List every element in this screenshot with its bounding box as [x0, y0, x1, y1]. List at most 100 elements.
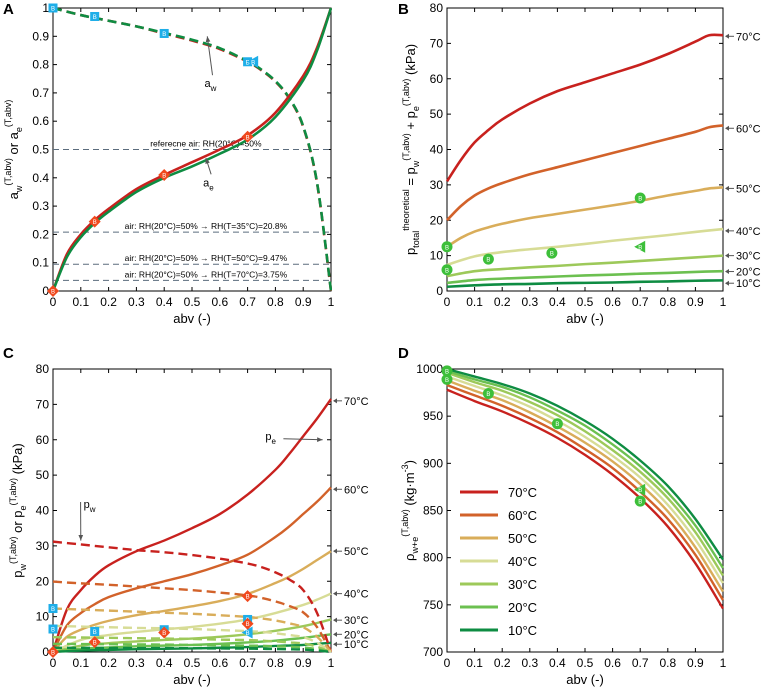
pw-series-30°C	[52, 635, 332, 653]
legend-entry: 50°C	[508, 531, 537, 546]
marker-label: B	[445, 245, 449, 251]
marker-label: B	[51, 628, 55, 634]
y-title-part: (T,abv)	[401, 79, 411, 107]
x-tick-label: 0.9	[295, 295, 312, 309]
x-tick-label: 0.8	[659, 295, 676, 309]
temp-pointer-head	[333, 641, 337, 647]
y-title-part: w	[18, 564, 28, 572]
marker-label: B	[445, 268, 449, 274]
marker-label: B	[162, 631, 166, 637]
y-title-sup: (T,abv)	[3, 100, 13, 128]
x-tick-label: 0.3	[128, 295, 145, 309]
y-tick-label: 950	[423, 409, 443, 423]
y-tick-label: 30	[36, 539, 50, 553]
y-tick-label: 60	[36, 433, 50, 447]
x-tick-label: 0.2	[100, 295, 117, 309]
marker-circle: B	[482, 388, 494, 400]
marker-label: B	[51, 651, 55, 657]
y-title-part: + p	[403, 111, 418, 133]
annotation-pe: pe	[265, 431, 276, 446]
temp-label: 70°C	[736, 31, 761, 43]
marker-triangle: B	[634, 240, 646, 253]
temp-label: 60°C	[344, 484, 369, 496]
x-axis-title: abv (-)	[173, 311, 211, 326]
y-title-part: e	[411, 106, 421, 111]
diamond-marker	[241, 590, 254, 603]
x-tick-label: 0.2	[100, 656, 117, 670]
marker-circle: B	[634, 192, 646, 204]
annotation-sub: w	[89, 505, 96, 514]
temp-pointer-head	[333, 617, 337, 623]
y-title-part: e	[18, 505, 28, 510]
y-title-part: w+e	[410, 537, 420, 555]
annotation-main: a	[203, 177, 210, 189]
y-tick-label: 50	[430, 107, 444, 121]
marker-label: B	[638, 500, 642, 506]
x-tick-label: 1	[328, 656, 335, 670]
x-tick-label: 1	[328, 295, 335, 309]
y-tick-label: 1	[42, 1, 49, 15]
y-axis-title: pw(T,abv) or pe(T,abv) (kPa)	[8, 443, 28, 577]
circle-marker	[441, 373, 453, 385]
diamond-marker	[158, 626, 171, 639]
marker-label: B	[93, 630, 97, 636]
y-tick-label: 70	[36, 397, 50, 411]
plot-frame	[446, 7, 724, 292]
y-tick-label: 40	[36, 504, 50, 518]
annotation-sub: e	[272, 437, 277, 446]
x-tick-label: 0.6	[211, 656, 228, 670]
temp-label: 30°C	[344, 615, 369, 627]
panel-letter: A	[3, 1, 14, 18]
marker-diamond: B	[47, 646, 59, 658]
x-tick-label: 1	[720, 656, 727, 670]
y-title-part: w	[411, 160, 421, 168]
marker-label: B	[638, 245, 642, 251]
pe-series-30°C	[52, 618, 332, 653]
circle-marker	[441, 241, 453, 253]
temp-label: 50°C	[736, 183, 761, 195]
marker-label: B	[162, 32, 166, 38]
annotation-sub: w	[210, 84, 217, 93]
pw-series-20°C	[52, 642, 332, 653]
marker-label: B	[550, 252, 554, 258]
marker-square: B	[90, 626, 100, 636]
marker-circle: B	[546, 247, 558, 259]
series-a_e-10C	[52, 7, 332, 292]
annotation-aw: aw	[205, 78, 217, 93]
marker-label: B	[638, 488, 642, 494]
y-tick-label: 0.4	[32, 171, 49, 185]
x-tick-label: 0.3	[128, 656, 145, 670]
x-tick-label: 0.2	[494, 656, 511, 670]
series-a_w-10C	[52, 7, 332, 292]
pe-series-70°C	[52, 398, 332, 653]
x-tick-label: 0.6	[211, 295, 228, 309]
series-40°C	[446, 227, 724, 267]
y-title-part: (T,abv)	[400, 509, 410, 537]
triangle-marker	[634, 483, 646, 496]
reference-label: air: RH(20°C)=50% → RH(T=35°C)=20.8%	[125, 221, 288, 231]
reference-label: referecne air: RH(20°C)=50%	[150, 139, 262, 149]
plot-frame	[446, 368, 724, 653]
panel-letter: C	[3, 345, 14, 362]
y-title-part: p	[403, 248, 418, 255]
pw-series-60°C	[52, 580, 332, 653]
pw-series-40°C	[52, 624, 332, 653]
marker-label: B	[51, 7, 55, 13]
arrow-head	[205, 36, 211, 43]
marker-diamond: B	[158, 626, 171, 639]
y-tick-label: 0.5	[32, 143, 49, 157]
arrow-head	[78, 535, 84, 541]
annotation-main: p	[84, 499, 90, 511]
temp-label: 70°C	[344, 396, 369, 408]
marker-label: B	[638, 196, 642, 202]
x-axis-title: abv (-)	[566, 672, 604, 687]
marker-label: B	[555, 422, 559, 428]
y-title-part: or p	[10, 510, 25, 536]
marker-diamond: B	[158, 168, 171, 181]
circle-marker	[441, 264, 453, 276]
pe-series-50°C	[52, 550, 332, 653]
y-tick-label: 0.1	[32, 256, 49, 270]
x-tick-label: 0.7	[239, 295, 256, 309]
marker-circle: B	[482, 253, 494, 265]
marker-circle: B	[441, 365, 453, 377]
